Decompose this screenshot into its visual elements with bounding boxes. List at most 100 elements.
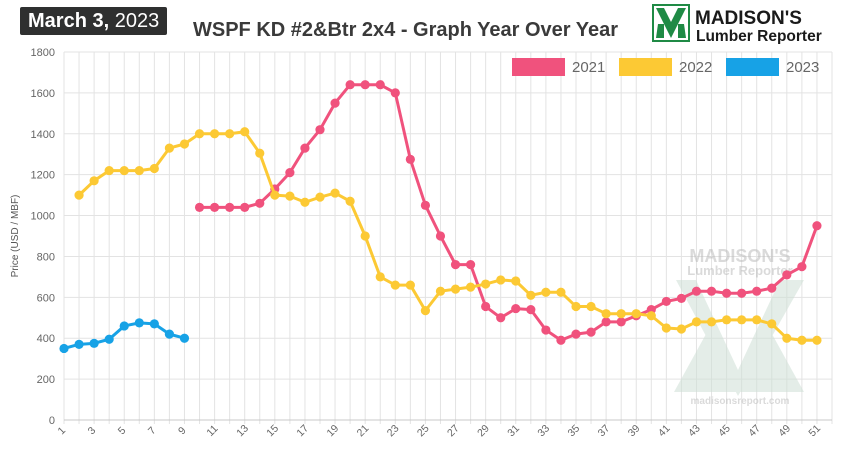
data-point-2021[interactable] [691, 286, 702, 296]
data-point-2022[interactable] [691, 317, 702, 327]
data-point-2022[interactable] [676, 324, 687, 334]
data-point-2022[interactable] [179, 139, 190, 149]
data-point-2022[interactable] [526, 290, 536, 300]
data-point-2021[interactable] [496, 313, 506, 323]
data-point-2022[interactable] [390, 280, 400, 290]
data-point-2021[interactable] [661, 296, 671, 307]
data-point-2022[interactable] [601, 309, 611, 319]
data-point-2021[interactable] [526, 305, 536, 315]
data-point-2021[interactable] [405, 154, 415, 164]
data-point-2022[interactable] [767, 319, 777, 329]
data-point-2021[interactable] [194, 202, 205, 212]
data-point-2022[interactable] [240, 127, 250, 137]
data-point-2021[interactable] [601, 317, 611, 327]
data-point-2022[interactable] [782, 333, 792, 343]
data-point-2023[interactable] [134, 318, 144, 328]
data-point-2022[interactable] [270, 190, 280, 200]
data-point-2022[interactable] [315, 192, 325, 202]
data-point-2022[interactable] [330, 188, 340, 198]
data-point-2023[interactable] [104, 334, 114, 344]
data-point-2022[interactable] [225, 129, 235, 139]
data-point-2021[interactable] [481, 301, 491, 312]
data-point-2021[interactable] [420, 200, 431, 210]
data-point-2022[interactable] [541, 287, 551, 297]
data-point-2022[interactable] [164, 143, 175, 153]
data-point-2021[interactable] [616, 317, 626, 327]
data-point-2021[interactable] [797, 262, 807, 272]
data-point-2021[interactable] [541, 325, 551, 335]
data-point-2022[interactable] [631, 309, 641, 319]
data-point-2023[interactable] [179, 333, 190, 343]
data-point-2021[interactable] [465, 260, 476, 270]
data-point-2021[interactable] [330, 98, 340, 108]
data-point-2021[interactable] [360, 80, 370, 90]
data-point-2021[interactable] [767, 283, 777, 293]
data-point-2022[interactable] [255, 148, 265, 158]
data-point-2022[interactable] [119, 165, 129, 176]
data-point-2022[interactable] [556, 287, 566, 297]
data-point-2021[interactable] [676, 293, 687, 303]
data-point-2021[interactable] [315, 125, 325, 135]
data-point-2021[interactable] [300, 143, 310, 153]
data-point-2021[interactable] [390, 88, 400, 98]
data-point-2022[interactable] [450, 284, 461, 294]
data-point-2023[interactable] [74, 339, 84, 349]
data-point-2022[interactable] [496, 275, 506, 285]
data-point-2021[interactable] [240, 202, 250, 212]
data-point-2022[interactable] [721, 315, 732, 325]
data-point-2022[interactable] [435, 286, 446, 296]
data-point-2022[interactable] [345, 196, 355, 206]
data-point-2021[interactable] [706, 286, 717, 296]
data-point-2021[interactable] [209, 202, 220, 212]
data-point-2021[interactable] [752, 286, 762, 296]
data-point-2022[interactable] [149, 163, 159, 174]
data-point-2021[interactable] [511, 303, 521, 314]
data-point-2022[interactable] [405, 280, 415, 290]
data-point-2022[interactable] [285, 191, 295, 201]
data-point-2023[interactable] [119, 321, 129, 331]
data-point-2021[interactable] [345, 80, 355, 90]
legend-item-2021[interactable]: 2021 [512, 58, 605, 76]
legend-item-2022[interactable]: 2022 [619, 58, 712, 76]
data-point-2022[interactable] [360, 231, 370, 241]
data-point-2023[interactable] [164, 329, 175, 339]
data-point-2022[interactable] [812, 335, 822, 345]
data-point-2022[interactable] [375, 272, 385, 282]
data-point-2021[interactable] [812, 221, 822, 231]
data-point-2023[interactable] [59, 343, 69, 354]
data-point-2022[interactable] [646, 311, 656, 321]
data-point-2022[interactable] [74, 190, 84, 200]
data-point-2021[interactable] [435, 231, 446, 241]
data-point-2021[interactable] [450, 260, 461, 270]
legend-item-2023[interactable]: 2023 [726, 58, 819, 76]
data-point-2022[interactable] [571, 301, 581, 312]
data-point-2021[interactable] [586, 327, 596, 337]
data-point-2022[interactable] [134, 165, 144, 176]
data-point-2022[interactable] [209, 129, 220, 139]
data-point-2021[interactable] [782, 270, 792, 280]
data-point-2022[interactable] [706, 317, 717, 327]
data-point-2022[interactable] [586, 301, 596, 312]
data-point-2022[interactable] [661, 323, 671, 333]
data-point-2021[interactable] [721, 288, 732, 298]
data-point-2021[interactable] [375, 80, 385, 90]
data-point-2022[interactable] [797, 335, 807, 345]
data-point-2022[interactable] [737, 315, 747, 325]
data-point-2022[interactable] [300, 197, 310, 207]
data-point-2022[interactable] [465, 282, 476, 292]
data-point-2021[interactable] [255, 198, 265, 208]
data-point-2022[interactable] [752, 315, 762, 325]
data-point-2023[interactable] [89, 338, 99, 348]
data-point-2022[interactable] [420, 306, 431, 316]
data-point-2022[interactable] [104, 165, 114, 176]
data-point-2021[interactable] [225, 202, 235, 212]
data-point-2022[interactable] [194, 129, 205, 139]
data-point-2022[interactable] [89, 176, 99, 186]
data-point-2021[interactable] [556, 335, 566, 345]
data-point-2022[interactable] [511, 276, 521, 286]
data-point-2022[interactable] [481, 279, 491, 289]
data-point-2021[interactable] [737, 288, 747, 298]
data-point-2023[interactable] [149, 319, 159, 329]
data-point-2021[interactable] [285, 168, 295, 178]
data-point-2021[interactable] [571, 329, 581, 339]
